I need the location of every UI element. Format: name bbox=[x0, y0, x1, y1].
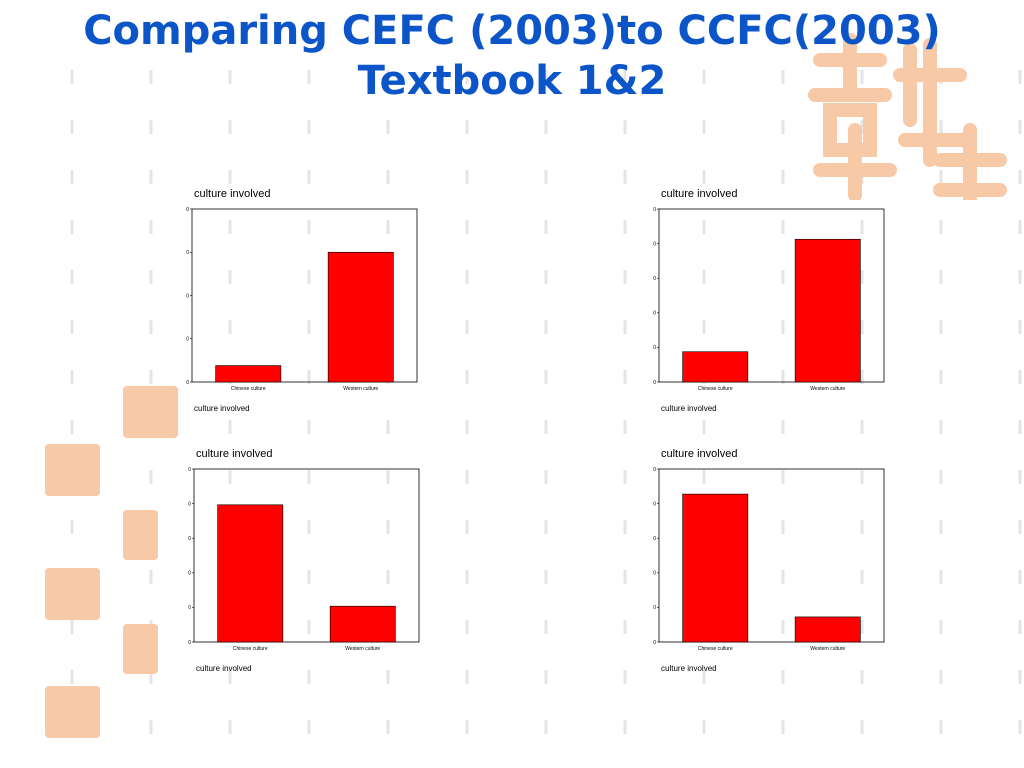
chart-x-axis-label: culture involved bbox=[194, 404, 250, 413]
seal-stamp-decoration bbox=[45, 568, 100, 620]
bar-western-culture bbox=[327, 251, 394, 383]
y-tick-label: 10 bbox=[186, 337, 189, 343]
plot-frame bbox=[658, 208, 885, 383]
slide-title-line-1: Comparing CEFC (2003)to CCFC(2003) bbox=[83, 8, 941, 54]
y-tick-label: 20 bbox=[186, 293, 189, 299]
chart-panel-bottom-left: culture involved 0 20 40 60 80 100 Chinese cul… bbox=[188, 448, 428, 688]
seal-stamp-large-decoration bbox=[808, 33, 1007, 200]
y-tick-label: 20 bbox=[188, 605, 191, 611]
plot-frame bbox=[193, 468, 420, 643]
chart-x-axis-label: culture involved bbox=[196, 664, 252, 673]
bar-chart: 0 20 40 60 80 100 Chinese culture Western cultu… bbox=[653, 207, 885, 392]
y-tick-label: 40 bbox=[653, 311, 656, 317]
y-tick-label: 60 bbox=[188, 536, 191, 542]
x-tick-label: Western culture bbox=[345, 646, 380, 652]
bar-chinese-culture bbox=[682, 493, 749, 643]
bar-western-culture bbox=[794, 238, 861, 383]
y-tick-label: 80 bbox=[188, 501, 191, 507]
x-tick-label: Western culture bbox=[810, 646, 845, 652]
y-tick-label: 80 bbox=[653, 241, 656, 247]
bar-chart: 0 20 40 60 80 100 Chinese culture Western cultu… bbox=[653, 467, 885, 652]
y-tick-label: 100 bbox=[653, 207, 656, 213]
chart-panel-top-left: culture involved 0 10 20 30 40 Chinese cultur… bbox=[186, 188, 426, 428]
seal-stamp-decoration bbox=[45, 686, 100, 738]
seal-stamp-decoration bbox=[123, 510, 158, 560]
chart-x-axis-label: culture involved bbox=[661, 404, 717, 413]
plot-frame bbox=[658, 468, 885, 643]
bar-chart: 0 10 20 30 40 Chinese culture Western culture bbox=[186, 207, 418, 392]
bar-chinese-culture bbox=[217, 504, 284, 643]
x-tick-label: Chinese culture bbox=[233, 646, 268, 652]
x-tick-label: Chinese culture bbox=[231, 386, 266, 392]
chart-title: culture involved bbox=[661, 188, 738, 200]
y-tick-label: 40 bbox=[186, 207, 189, 213]
slide-title: Comparing CEFC (2003)to CCFC(2003) Textb… bbox=[0, 6, 1024, 106]
chart-title: culture involved bbox=[661, 448, 738, 460]
seal-stamp-decoration bbox=[123, 624, 158, 674]
bar-chart: 0 20 40 60 80 100 Chinese culture Western cultu… bbox=[188, 467, 420, 652]
slide-title-line-2: Textbook 1&2 bbox=[357, 58, 667, 104]
y-tick-label: 30 bbox=[186, 250, 189, 256]
y-tick-label: 0 bbox=[653, 640, 656, 646]
y-tick-label: 100 bbox=[653, 467, 656, 473]
chart-x-axis-label: culture involved bbox=[661, 664, 717, 673]
y-tick-label: 80 bbox=[653, 501, 656, 507]
y-tick-label: 40 bbox=[653, 571, 656, 577]
y-tick-label: 40 bbox=[188, 571, 191, 577]
chart-title: culture involved bbox=[194, 188, 271, 200]
x-tick-label: Chinese culture bbox=[698, 386, 733, 392]
y-tick-label: 20 bbox=[653, 605, 656, 611]
bar-western-culture bbox=[329, 605, 396, 643]
y-tick-label: 0 bbox=[188, 640, 191, 646]
bar-chinese-culture bbox=[215, 365, 282, 383]
y-tick-label: 60 bbox=[653, 536, 656, 542]
y-tick-label: 20 bbox=[653, 345, 656, 351]
x-tick-label: Western culture bbox=[343, 386, 378, 392]
y-tick-label: 60 bbox=[653, 276, 656, 282]
chart-panel-top-right: culture involved 0 20 40 60 80 100 Chinese cul… bbox=[653, 188, 893, 428]
bar-chinese-culture bbox=[682, 351, 749, 383]
seal-stamp-decoration bbox=[123, 386, 178, 438]
y-tick-label: 100 bbox=[188, 467, 191, 473]
x-tick-label: Chinese culture bbox=[698, 646, 733, 652]
seal-stamp-decoration bbox=[45, 444, 100, 496]
x-tick-label: Western culture bbox=[810, 386, 845, 392]
y-tick-label: 0 bbox=[186, 380, 189, 386]
bar-western-culture bbox=[794, 616, 861, 643]
chart-panel-bottom-right: culture involved 0 20 40 60 80 100 Chinese cul… bbox=[653, 448, 893, 688]
chart-title: culture involved bbox=[196, 448, 273, 460]
y-tick-label: 0 bbox=[653, 380, 656, 386]
